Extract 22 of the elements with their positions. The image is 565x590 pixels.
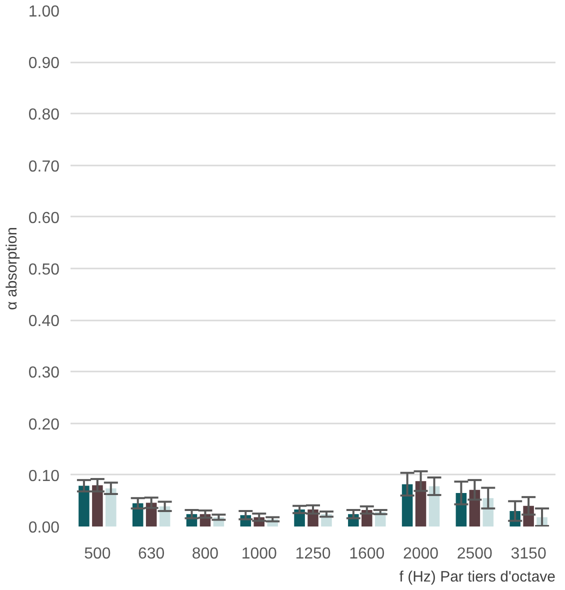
x-tick-label: 2000	[402, 546, 439, 562]
y-tick-label: 0.50	[28, 262, 60, 278]
x-axis-title: f (Hz) Par tiers d'octave	[399, 568, 556, 586]
y-tick-label: 0.80	[28, 106, 60, 124]
y-tick-label: 0.20	[28, 416, 60, 434]
x-tick-label: 630	[138, 546, 165, 562]
x-tick-label: 2500	[456, 546, 493, 562]
x-tick-label: 800	[192, 546, 219, 562]
y-tick-label: 0.00	[28, 520, 60, 536]
y-tick-label: 0.40	[28, 313, 60, 330]
x-tick-label: 3150	[510, 546, 546, 562]
y-tick-label: 1.00	[28, 4, 60, 20]
x-tick-label: 1250	[295, 546, 331, 562]
x-tick-label: 1000	[241, 546, 278, 562]
y-tick-label: 0.90	[28, 55, 60, 72]
x-tick-label: 1600	[349, 546, 385, 562]
y-tick-label: 0.10	[28, 468, 60, 485]
y-axis-title: α absorption	[3, 227, 20, 310]
x-tick-label: 500	[84, 546, 111, 562]
y-tick-label: 0.60	[28, 210, 60, 227]
y-tick-label: 0.30	[28, 364, 60, 382]
y-tick-label: 0.70	[28, 158, 60, 176]
